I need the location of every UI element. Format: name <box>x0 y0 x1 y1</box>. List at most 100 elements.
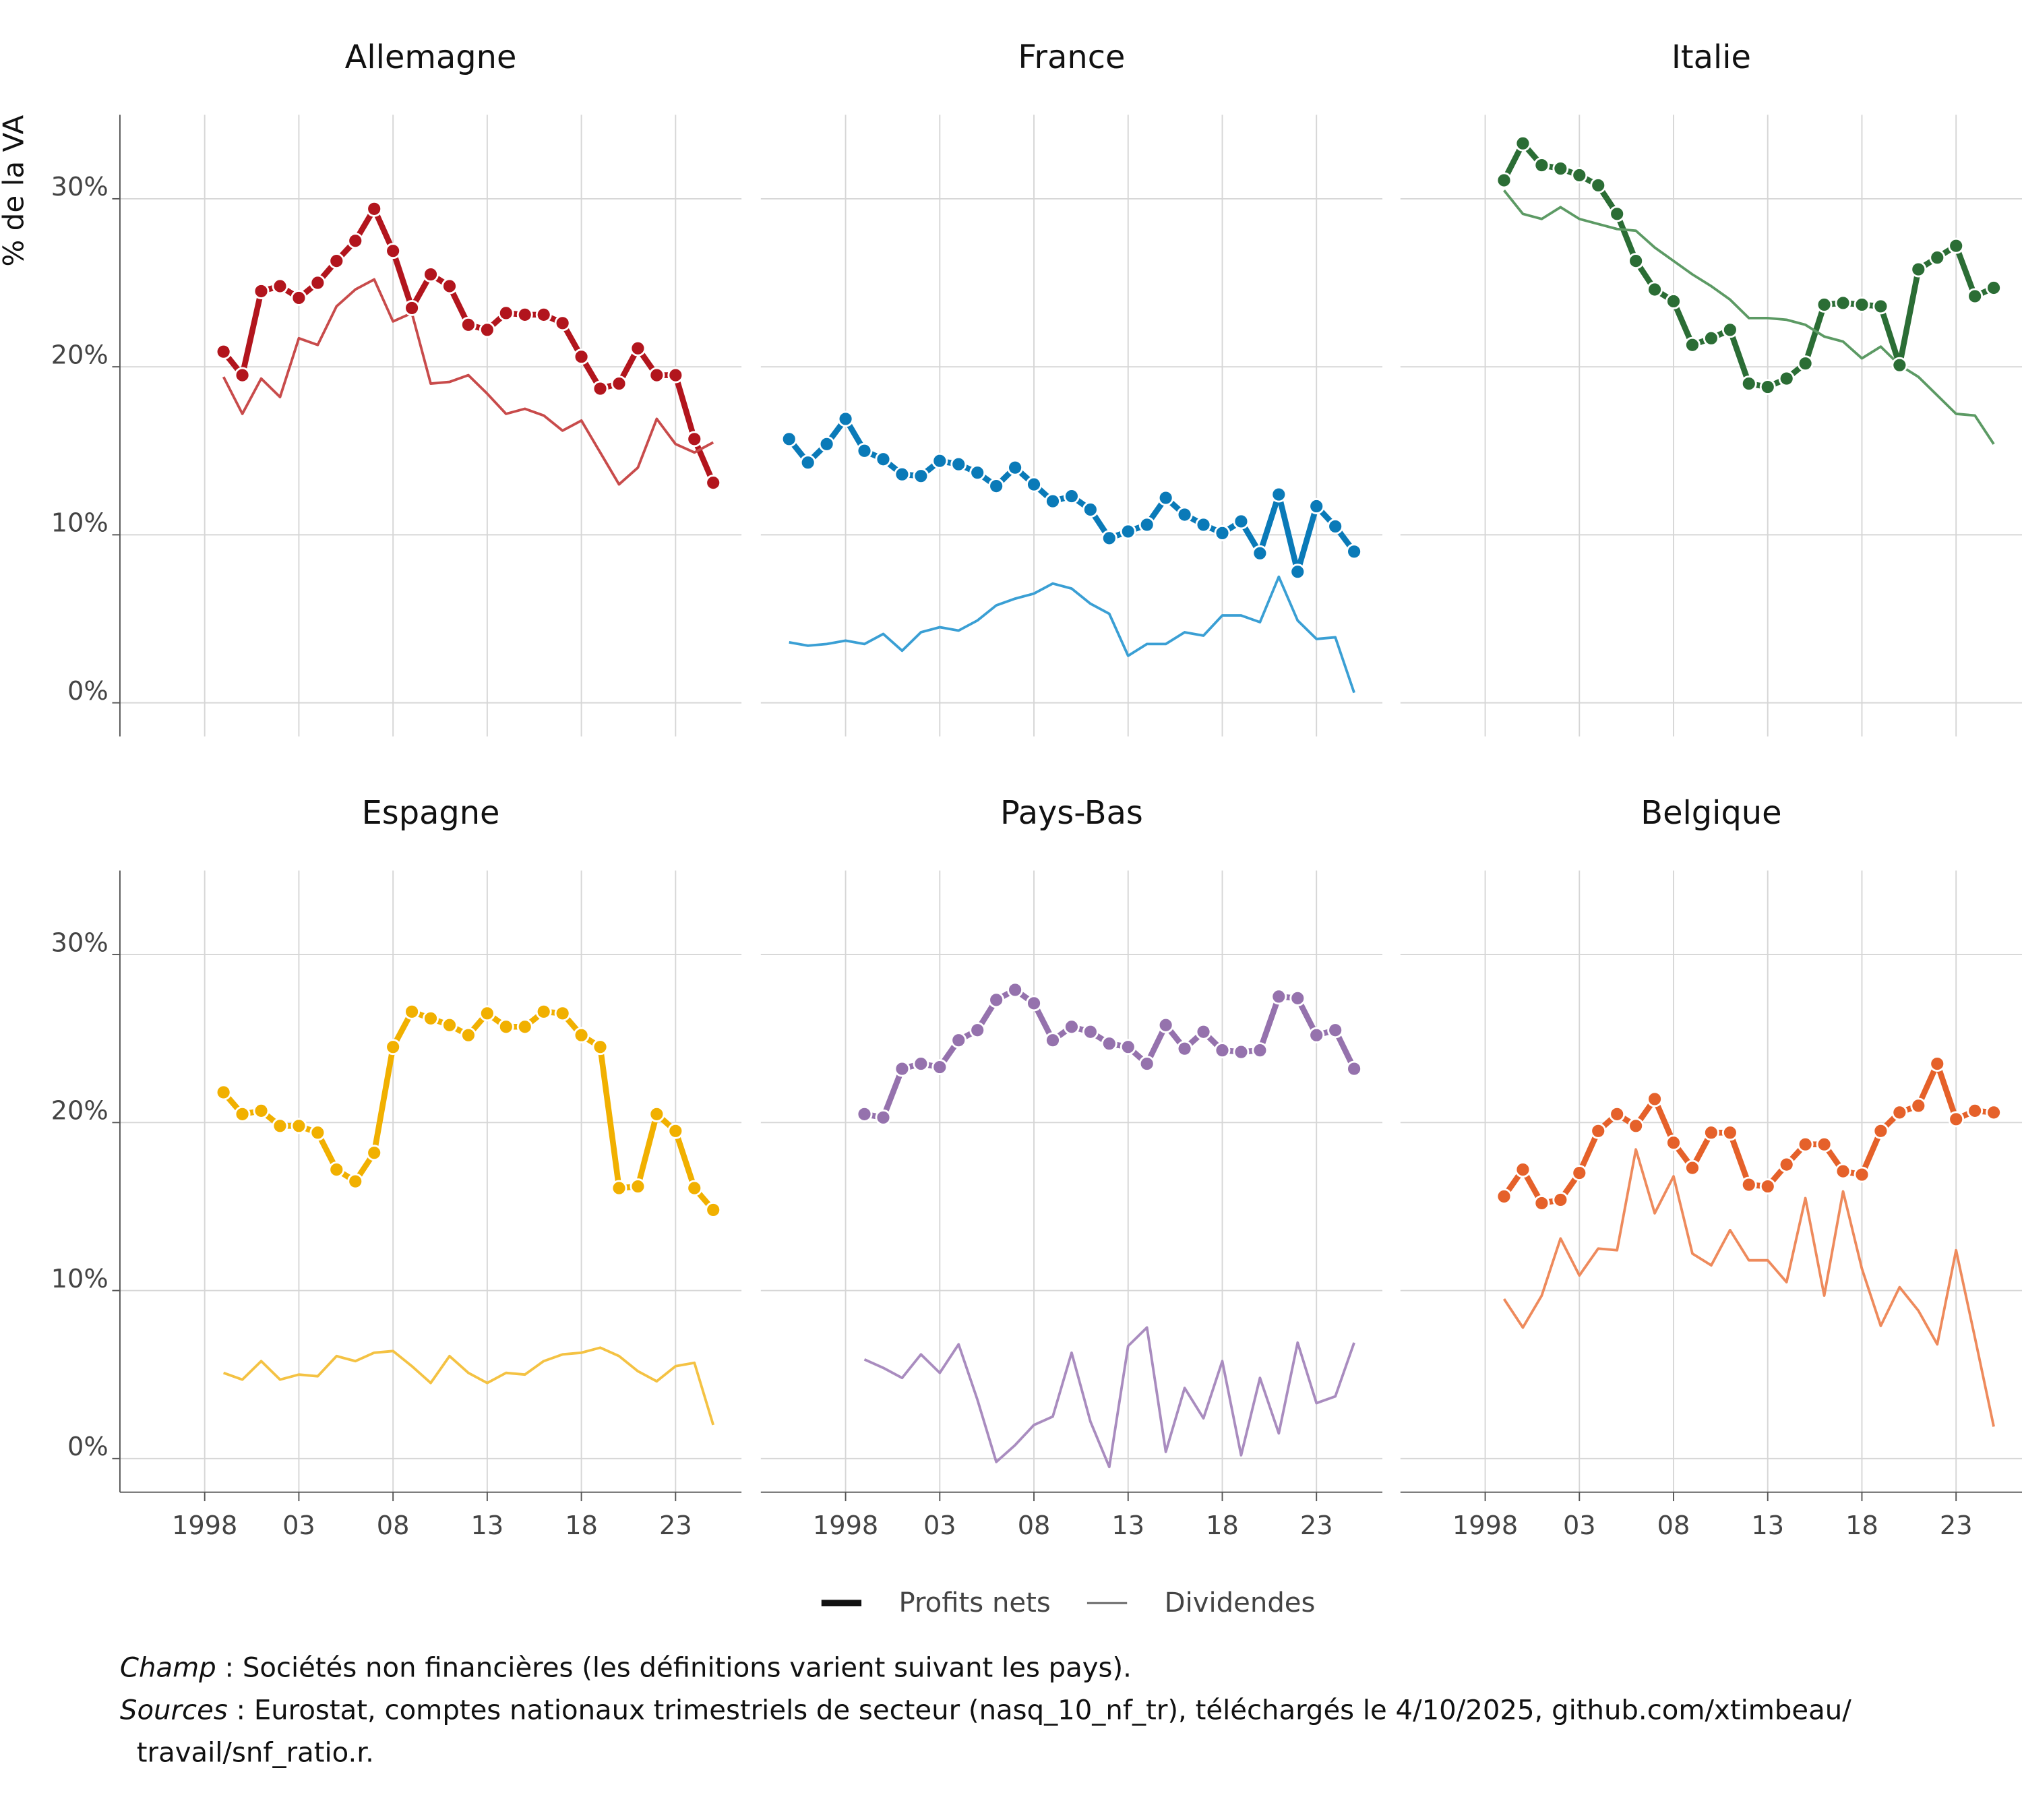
profit-point <box>1684 1159 1701 1176</box>
y-tick-label: 10% <box>51 508 109 539</box>
y-tick-label: 30% <box>51 928 109 958</box>
profit-point <box>1101 530 1117 547</box>
profit-point <box>1571 1165 1588 1182</box>
profit-point <box>215 1084 232 1101</box>
y-tick-label: 30% <box>51 172 109 202</box>
dividend-line <box>1502 1148 1995 1427</box>
profit-point <box>686 431 703 448</box>
profit-point <box>253 283 270 299</box>
x-tick-label: 13 <box>1751 1511 1784 1541</box>
profit-point <box>423 266 439 283</box>
profit-point <box>856 442 873 459</box>
dividend-line <box>789 575 1355 694</box>
profit-point <box>894 1060 911 1077</box>
y-tick-label: 0% <box>67 1432 109 1462</box>
x-tick-label: 08 <box>1657 1511 1690 1541</box>
profit-point <box>1948 1111 1965 1128</box>
x-tick-label: 13 <box>471 1511 504 1541</box>
profit-point <box>648 367 665 384</box>
profit-point <box>1609 1105 1626 1122</box>
profit-point <box>573 1027 590 1043</box>
profit-point <box>347 1173 364 1190</box>
y-axis-label: % de la VA <box>0 115 30 266</box>
profit-point <box>385 243 402 260</box>
profit-point <box>1552 160 1569 177</box>
x-tick-label: 18 <box>1206 1511 1239 1541</box>
profit-point <box>1195 1023 1212 1040</box>
profit-point <box>1778 1156 1795 1173</box>
profit-line <box>863 987 1357 1121</box>
profit-point <box>1533 157 1550 174</box>
note-label: Sources <box>119 1695 228 1726</box>
profit-point <box>913 468 929 485</box>
profit-point <box>1835 1163 1851 1180</box>
profit-point <box>441 278 458 295</box>
panel-title: France <box>1018 39 1125 76</box>
profit-point <box>1721 1124 1738 1141</box>
profit-point <box>1289 564 1306 580</box>
legend-label: Profits nets <box>899 1587 1051 1618</box>
profit-point <box>1891 1104 1908 1121</box>
profit-point <box>1967 1102 1984 1119</box>
profit-point <box>969 464 986 481</box>
profit-point <box>1157 489 1174 506</box>
profit-point <box>1571 167 1588 183</box>
profit-point <box>1026 476 1042 493</box>
profit-point <box>1101 1035 1117 1052</box>
profit-point <box>516 306 533 323</box>
profit-point <box>1872 1122 1889 1139</box>
profit-point <box>1270 486 1287 503</box>
profit-point <box>1872 298 1889 315</box>
profit-point <box>630 340 646 357</box>
x-tick-label: 23 <box>1940 1511 1973 1541</box>
profit-point <box>1514 1161 1531 1178</box>
note-text: : Eurostat, comptes nationaux trimestrie… <box>136 1695 1851 1769</box>
profit-point <box>1665 1134 1682 1151</box>
y-tick-label: 20% <box>51 1096 109 1126</box>
profit-point <box>272 278 288 295</box>
profit-point <box>592 380 609 397</box>
profit-point <box>423 1010 439 1027</box>
profit-point <box>1647 1091 1663 1108</box>
profit-point <box>818 435 835 452</box>
y-tick-label: 0% <box>67 676 109 706</box>
y-tick-label: 20% <box>51 340 109 370</box>
note-text: : Sociétés non financières (les définiti… <box>216 1651 1132 1683</box>
profit-point <box>705 1201 722 1218</box>
dividend-line <box>222 1346 715 1426</box>
x-tick-label: 13 <box>1111 1511 1144 1541</box>
profit-point <box>648 1105 665 1122</box>
profit-point <box>1308 1027 1325 1043</box>
legend-label: Dividendes <box>1165 1587 1316 1618</box>
profit-point <box>611 1180 627 1196</box>
panel-title: Pays-Bas <box>1000 795 1143 832</box>
profit-point <box>1628 1118 1645 1134</box>
profit-point <box>705 475 722 491</box>
profit-point <box>931 452 948 469</box>
profit-point <box>686 1180 703 1196</box>
panel-title: Belgique <box>1641 795 1781 832</box>
profit-point <box>1346 543 1363 560</box>
profit-point <box>1082 1023 1099 1040</box>
panel-title: Allemagne <box>345 39 517 76</box>
profit-point <box>479 1005 495 1022</box>
profit-point <box>1214 524 1231 541</box>
dividend-line <box>863 1326 1355 1469</box>
profit-point <box>1665 293 1682 309</box>
profit-point <box>272 1118 288 1134</box>
profit-point <box>1929 1056 1946 1072</box>
profit-point <box>366 200 383 217</box>
profit-point <box>554 315 571 332</box>
profit-point <box>1082 502 1099 518</box>
x-tick-label: 1998 <box>1452 1511 1518 1541</box>
profit-point <box>1797 1136 1814 1153</box>
profit-point <box>404 1003 421 1020</box>
profit-point <box>856 1105 873 1122</box>
profit-point <box>988 992 1005 1008</box>
profit-point <box>1647 281 1663 298</box>
profit-point <box>1026 995 1042 1012</box>
profit-point <box>1721 322 1738 338</box>
profit-point <box>309 1124 326 1141</box>
profit-point <box>1327 518 1344 535</box>
profit-point <box>1703 330 1719 346</box>
